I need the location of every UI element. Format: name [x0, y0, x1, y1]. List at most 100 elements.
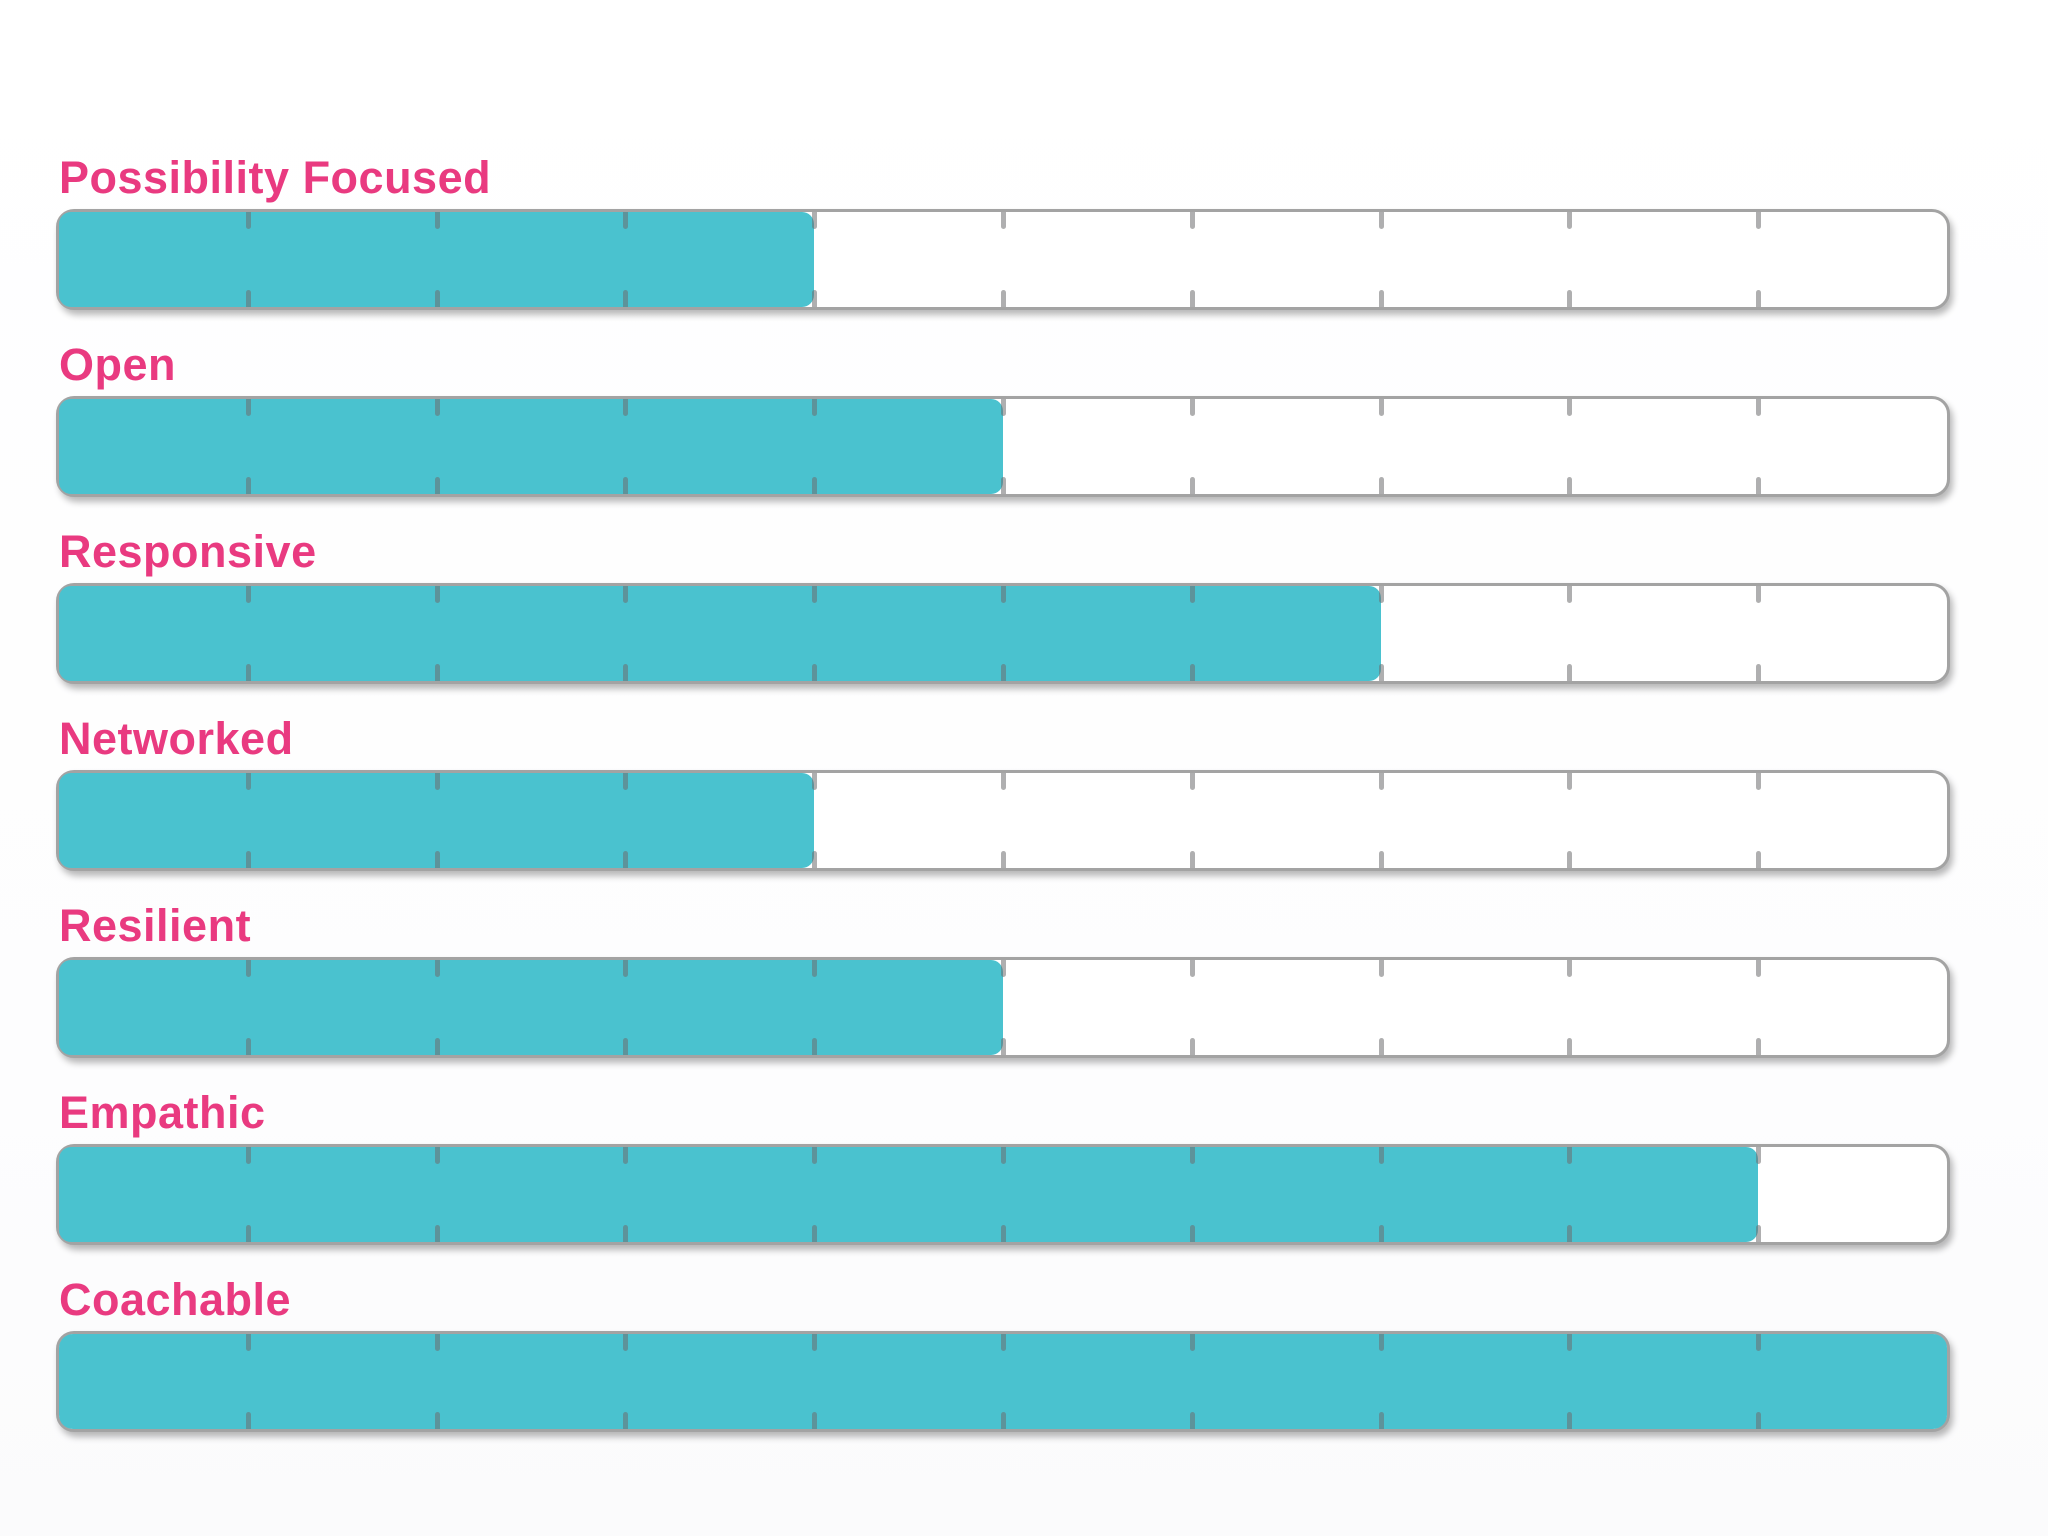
tick-mark-90: [1756, 851, 1762, 868]
tick-mark-80: [1567, 1038, 1573, 1055]
tick-mark-30: [623, 1225, 629, 1242]
tick-mark-30: [623, 773, 629, 790]
tick-mark-70: [1378, 1147, 1384, 1164]
tick-mark-40: [812, 586, 818, 603]
tick-mark-40: [812, 1225, 818, 1242]
tick-mark-90: [1756, 773, 1762, 790]
tick-mark-20: [434, 1334, 440, 1351]
tick-mark-30: [623, 664, 629, 681]
tick-mark-30: [623, 851, 629, 868]
trait-label: Resilient: [59, 900, 252, 951]
tick-mark-20: [434, 212, 440, 229]
tick-mark-20: [434, 290, 440, 307]
tick-mark-10: [245, 1412, 251, 1429]
trait-row: Responsive: [56, 526, 1950, 684]
tick-mark-20: [434, 399, 440, 416]
tick-mark-60: [1189, 664, 1195, 681]
tick-mark-80: [1567, 664, 1573, 681]
tick-mark-10: [245, 664, 251, 681]
tick-mark-70: [1378, 960, 1384, 977]
tick-mark-70: [1378, 1038, 1384, 1055]
tick-mark-30: [623, 586, 629, 603]
tick-mark-90: [1756, 664, 1762, 681]
trait-row: Resilient: [56, 900, 1950, 1058]
tick-mark-40: [812, 851, 818, 868]
tick-mark-50: [1001, 399, 1006, 416]
tick-mark-40: [812, 960, 818, 977]
tick-mark-80: [1567, 1412, 1573, 1429]
trait-row: Networked: [56, 713, 1950, 871]
trait-progress-fill: [59, 586, 1381, 681]
tick-mark-50: [1001, 960, 1006, 977]
tick-mark-80: [1567, 290, 1573, 307]
tick-mark-10: [245, 290, 251, 307]
trait-row: Open: [56, 339, 1950, 497]
tick-mark-30: [623, 960, 629, 977]
tick-mark-70: [1378, 1412, 1384, 1429]
tick-mark-70: [1378, 773, 1384, 790]
tick-mark-70: [1378, 1225, 1384, 1242]
tick-mark-20: [434, 1038, 440, 1055]
trait-progress-track: [56, 1144, 1950, 1245]
trait-progress-track: [56, 209, 1950, 310]
tick-mark-90: [1756, 586, 1762, 603]
tick-mark-70: [1378, 586, 1384, 603]
trait-progress-track: [56, 957, 1950, 1058]
trait-progress-fill: [59, 1147, 1759, 1242]
tick-mark-60: [1189, 773, 1195, 790]
trait-rows-container: Possibility Focused Open Responsive Netw…: [56, 152, 1950, 1432]
tick-mark-50: [1001, 1038, 1006, 1055]
tick-mark-10: [245, 399, 251, 416]
tick-mark-80: [1567, 586, 1573, 603]
tick-mark-10: [245, 960, 251, 977]
tick-mark-40: [812, 1412, 818, 1429]
tick-mark-50: [1001, 290, 1006, 307]
tick-mark-10: [245, 851, 251, 868]
tick-mark-40: [812, 664, 818, 681]
tick-mark-80: [1567, 1225, 1573, 1242]
tick-mark-40: [812, 290, 818, 307]
tick-mark-50: [1001, 1412, 1006, 1429]
tick-mark-10: [245, 1147, 251, 1164]
tick-mark-50: [1001, 586, 1006, 603]
tick-mark-90: [1756, 1334, 1762, 1351]
tick-mark-20: [434, 477, 440, 494]
tick-mark-80: [1567, 1334, 1573, 1351]
trait-label: Responsive: [59, 526, 317, 577]
tick-mark-10: [245, 212, 251, 229]
trait-progress-track: [56, 396, 1950, 497]
tick-mark-80: [1567, 960, 1573, 977]
tick-mark-60: [1189, 586, 1195, 603]
tick-mark-80: [1567, 477, 1573, 494]
tick-mark-20: [434, 1225, 440, 1242]
trait-label: Networked: [59, 713, 294, 764]
tick-mark-50: [1001, 477, 1006, 494]
tick-mark-90: [1756, 1038, 1762, 1055]
tick-mark-10: [245, 1334, 251, 1351]
tick-mark-30: [623, 212, 629, 229]
tick-mark-80: [1567, 851, 1573, 868]
tick-mark-20: [434, 664, 440, 681]
tick-mark-60: [1189, 399, 1195, 416]
trait-row: Possibility Focused: [56, 152, 1950, 310]
tick-mark-90: [1756, 212, 1762, 229]
tick-mark-60: [1189, 1038, 1195, 1055]
tick-mark-90: [1756, 399, 1762, 416]
tick-mark-70: [1378, 851, 1384, 868]
tick-mark-20: [434, 851, 440, 868]
trait-label: Empathic: [59, 1087, 266, 1138]
tick-mark-70: [1378, 664, 1384, 681]
tick-mark-50: [1001, 1225, 1006, 1242]
tick-mark-20: [434, 960, 440, 977]
tick-mark-90: [1756, 1412, 1762, 1429]
tick-mark-60: [1189, 1147, 1195, 1164]
tick-mark-30: [623, 1412, 629, 1429]
tick-mark-90: [1756, 1147, 1762, 1164]
tick-mark-40: [812, 1147, 818, 1164]
tick-mark-50: [1001, 851, 1006, 868]
tick-mark-30: [623, 1334, 629, 1351]
tick-mark-50: [1001, 773, 1006, 790]
trait-progress-fill: [59, 960, 1003, 1055]
tick-mark-60: [1189, 212, 1195, 229]
